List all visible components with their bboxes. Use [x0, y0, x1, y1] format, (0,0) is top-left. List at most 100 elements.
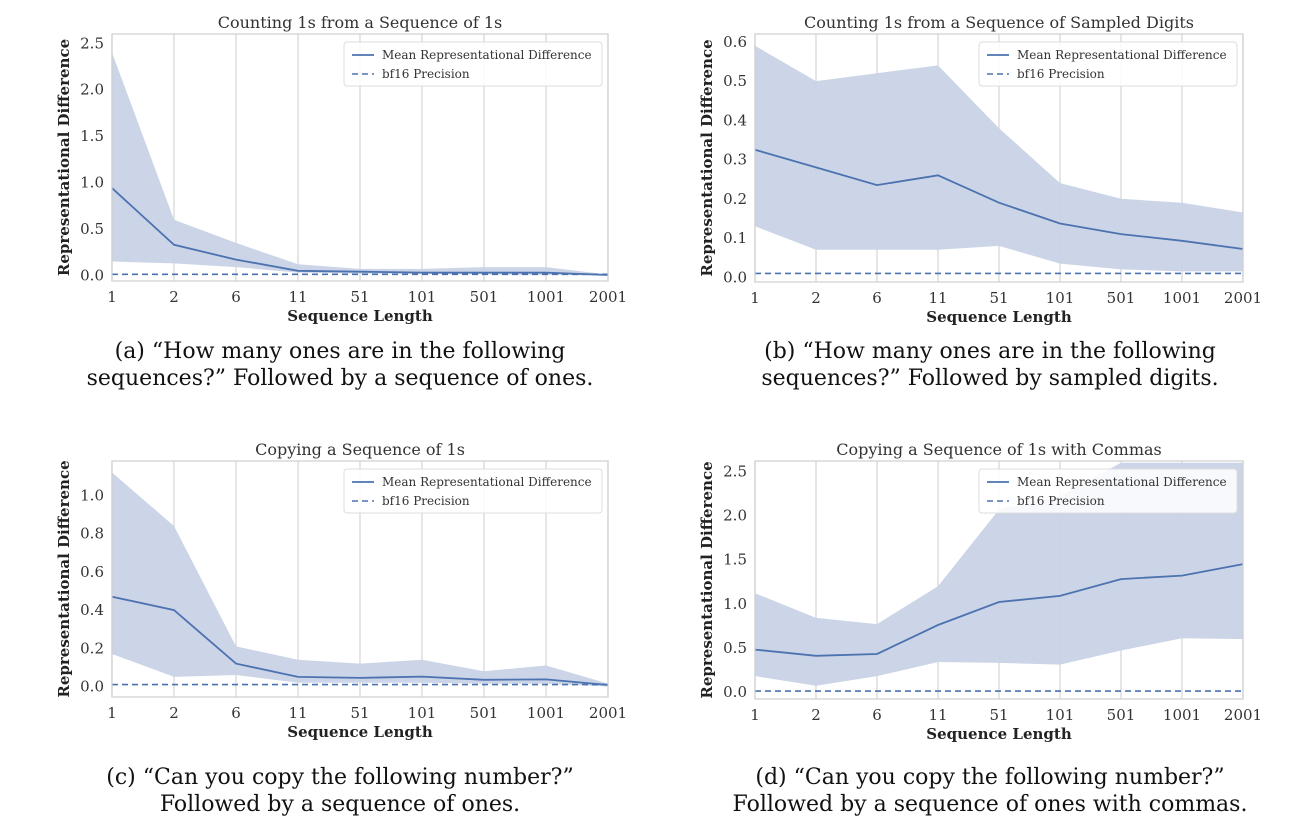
y-tick-label: 0.6	[80, 563, 104, 581]
plot-frame	[754, 33, 1244, 283]
x-tick-label: 1001	[1163, 289, 1201, 307]
x-tick-label: 501	[470, 704, 499, 722]
chart-title: Copying a Sequence of 1s	[255, 440, 465, 459]
x-tick-label: 1	[107, 704, 117, 722]
chart-title: Copying a Sequence of 1s with Commas	[836, 440, 1162, 459]
chart-title: Counting 1s from a Sequence of Sampled D…	[804, 13, 1194, 32]
series-line-mean	[111, 187, 609, 276]
x-axis-label: Sequence Length	[287, 307, 433, 325]
x-tick-label: 501	[1107, 289, 1136, 307]
y-axis-label: Representational Difference	[55, 460, 73, 697]
y-tick-label: 0.2	[723, 190, 747, 208]
x-tick-label: 11	[928, 289, 947, 307]
caption-b-line1: (b) “How many ones are in the following	[764, 339, 1216, 364]
y-tick-label: 0.0	[723, 683, 747, 701]
chart-b: 1 2 6 11 51 101 501 1001 2001 0.0 0.1 0.2 0.3 0.4 0.5 0…	[698, 13, 1262, 326]
x-tick-label: 501	[470, 288, 499, 306]
x-tick-label: 11	[928, 706, 947, 724]
y-tick-label: 0.1	[723, 229, 747, 247]
caption-c: (c) “Can you copy the following number?”…	[40, 764, 640, 818]
y-tick-label: 0.4	[80, 601, 104, 619]
chart-panel-b: 1 2 6 11 51 101 501 1001 2001 0.0 0.1 0.2 0.3 0.4 0.5 0…	[645, 0, 1289, 335]
y-tick-label: 0.5	[723, 72, 747, 90]
x-tick-label: 101	[1046, 706, 1075, 724]
caption-a-line1: (a) “How many ones are in the following	[114, 339, 566, 364]
plot-frame	[111, 460, 609, 698]
y-tick-label: 1.0	[723, 595, 747, 613]
y-tick-label: 1.5	[723, 551, 747, 569]
legend-box	[978, 41, 1238, 87]
legend-label-bf16: bf16 Precision	[1017, 494, 1105, 508]
y-tick-label: 0.0	[80, 677, 104, 695]
x-tick-label: 2	[169, 288, 179, 306]
y-tick-label: 0.0	[723, 268, 747, 286]
y-axis-label: Representational Difference	[698, 461, 716, 698]
caption-c-line2: Followed by a sequence of ones.	[159, 792, 521, 817]
x-tick-label: 1	[750, 706, 760, 724]
series-line-mean	[754, 563, 1244, 657]
legend-box	[343, 41, 603, 87]
caption-b-line2: sequences?” Followed by sampled digits.	[761, 366, 1219, 391]
legend-label-mean: Mean Representational Difference	[1017, 48, 1227, 62]
x-tick-label: 51	[350, 288, 369, 306]
x-tick-label: 6	[872, 289, 882, 307]
y-tick-label: 2.5	[723, 463, 747, 481]
confidence-band	[755, 45, 1243, 272]
confidence-band	[755, 462, 1243, 686]
x-tick-label: 2001	[1224, 289, 1262, 307]
y-tick-label: 0.0	[80, 266, 104, 284]
chart-title: Counting 1s from a Sequence of 1s	[218, 13, 503, 32]
series-line-mean	[754, 148, 1244, 250]
x-tick-label: 51	[989, 706, 1008, 724]
x-tick-label: 51	[989, 289, 1008, 307]
confidence-band	[112, 472, 608, 687]
y-tick-label: 0.4	[723, 111, 747, 129]
x-tick-label: 11	[288, 704, 307, 722]
legend-label-bf16: bf16 Precision	[382, 494, 470, 508]
chart-panel-d: 1 2 6 11 51 101 501 1001 2001 0.0 0.5 1.0 1.5 2.0 2.5 C…	[645, 430, 1289, 750]
y-axis-label: Representational Difference	[698, 39, 716, 276]
y-tick-label: 1.0	[80, 486, 104, 504]
x-tick-label: 101	[408, 704, 437, 722]
y-axis-label: Representational Difference	[55, 39, 73, 276]
legend-box	[978, 468, 1238, 514]
x-tick-label: 2001	[1224, 706, 1262, 724]
y-tick-label: 2.5	[80, 34, 104, 52]
caption-d: (d) “Can you copy the following number?”…	[690, 764, 1289, 818]
plot-frame	[111, 33, 609, 282]
y-tick-label: 0.3	[723, 151, 747, 169]
x-tick-label: 2	[169, 704, 179, 722]
x-tick-label: 101	[408, 288, 437, 306]
confidence-band	[112, 52, 608, 276]
chart-c: 1 2 6 11 51 101 501 1001 2001 0.0 0.2 0.4 0.6 0.8 1.0 C…	[55, 440, 627, 741]
x-tick-label: 2	[811, 706, 821, 724]
caption-c-line1: (c) “Can you copy the following number?”	[106, 765, 574, 790]
caption-a-line2: sequences?” Followed by a sequence of on…	[86, 366, 594, 391]
caption-d-line1: (d) “Can you copy the following number?”	[755, 765, 1225, 790]
chart-panel-a: 1 2 6 11 51 101 501 1001 2001 0.0 0.5 1.0 1.5 2.0 2.5 C…	[0, 0, 645, 335]
caption-d-line2: Followed by a sequence of ones with comm…	[732, 792, 1248, 817]
series-line-mean	[111, 595, 609, 686]
x-tick-label: 51	[350, 704, 369, 722]
chart-a: 1 2 6 11 51 101 501 1001 2001 0.0 0.5 1.0 1.5 2.0 2.5 C…	[55, 13, 627, 325]
legend-label-mean: Mean Representational Difference	[382, 475, 592, 489]
x-tick-label: 6	[231, 704, 241, 722]
y-tick-label: 0.5	[80, 220, 104, 238]
legend-box	[343, 468, 603, 514]
x-tick-label: 1	[750, 289, 760, 307]
x-tick-label: 1001	[527, 704, 565, 722]
x-axis-label: Sequence Length	[287, 723, 433, 741]
x-tick-label: 2001	[589, 704, 627, 722]
legend-label-bf16: bf16 Precision	[382, 67, 470, 81]
x-tick-label: 6	[231, 288, 241, 306]
chart-panel-c: 1 2 6 11 51 101 501 1001 2001 0.0 0.2 0.4 0.6 0.8 1.0 C…	[0, 430, 645, 750]
y-tick-label: 0.5	[723, 639, 747, 657]
y-tick-label: 2.0	[80, 81, 104, 99]
y-tick-label: 0.8	[80, 525, 104, 543]
legend-label-bf16: bf16 Precision	[1017, 67, 1105, 81]
x-tick-label: 1	[107, 288, 117, 306]
chart-d: 1 2 6 11 51 101 501 1001 2001 0.0 0.5 1.0 1.5 2.0 2.5 C…	[698, 440, 1262, 743]
plot-frame	[754, 460, 1244, 700]
x-tick-label: 101	[1046, 289, 1075, 307]
x-tick-label: 1001	[1163, 706, 1201, 724]
